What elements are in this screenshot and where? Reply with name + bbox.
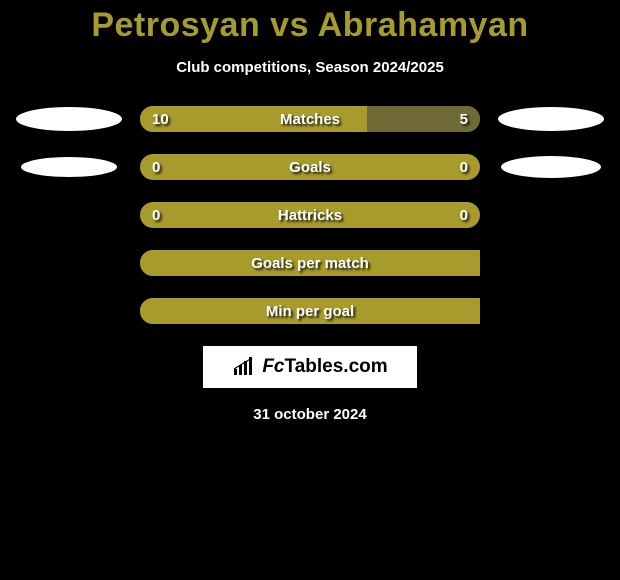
player-left-indicator: [21, 157, 117, 177]
stat-bar: Matches10 5: [140, 106, 480, 132]
stat-label: Min per goal: [140, 298, 480, 324]
comparison-title: Petrosyan vs Abrahamyan: [0, 6, 620, 45]
stat-value-left: 10: [152, 106, 169, 132]
stat-row: Matches10 5: [0, 106, 620, 132]
chart-bars-icon: [232, 357, 258, 377]
fctables-logo-box: Fc Tables .com: [203, 346, 417, 388]
player-right-indicator: [501, 156, 601, 178]
stat-bar: Goals per match: [140, 250, 480, 276]
stat-bar: Hattricks0 0: [140, 202, 480, 228]
player-right-indicator: [498, 107, 604, 131]
logo-text-com: .com: [343, 356, 387, 378]
stat-bar: Goals0 0: [140, 154, 480, 180]
comparison-subtitle: Club competitions, Season 2024/2025: [0, 59, 620, 76]
stat-value-right: 0: [460, 154, 468, 180]
player-right-indicator-slot: [496, 107, 606, 131]
logo-text-tables: Tables: [285, 356, 344, 378]
player-right-indicator-slot: [496, 156, 606, 178]
stat-row: Min per goal: [0, 298, 620, 324]
stat-rows: Matches105Goals00Hattricks00Goals per ma…: [0, 106, 620, 324]
player-left-indicator-slot: [14, 107, 124, 131]
stat-row: Hattricks0 0: [0, 202, 620, 228]
stat-label: Goals per match: [140, 250, 480, 276]
stat-value-left: 0: [152, 154, 160, 180]
snapshot-date: 31 october 2024: [0, 406, 620, 423]
fctables-logo-text: Fc Tables .com: [262, 356, 387, 378]
logo-text-fc: Fc: [262, 356, 284, 378]
stat-value-left: 0: [152, 202, 160, 228]
stat-row: Goals0 0: [0, 154, 620, 180]
stat-label: Matches: [140, 106, 480, 132]
player-left-indicator: [16, 107, 122, 131]
stat-bar: Min per goal: [140, 298, 480, 324]
stat-value-right: 0: [460, 202, 468, 228]
player-left-indicator-slot: [14, 157, 124, 177]
stat-row: Goals per match: [0, 250, 620, 276]
stat-label: Hattricks: [140, 202, 480, 228]
stat-label: Goals: [140, 154, 480, 180]
stat-value-right: 5: [460, 106, 468, 132]
